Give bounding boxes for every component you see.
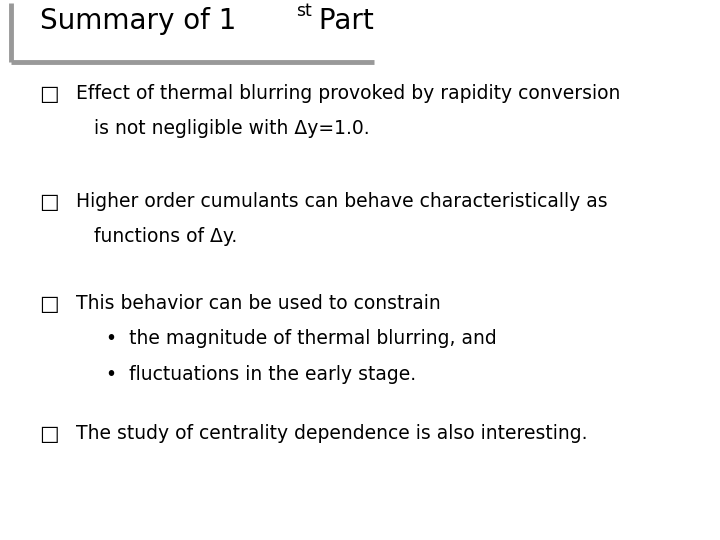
Text: This behavior can be used to constrain: This behavior can be used to constrain — [76, 294, 441, 313]
Text: •  the magnitude of thermal blurring, and: • the magnitude of thermal blurring, and — [76, 329, 496, 348]
Text: st: st — [296, 2, 312, 20]
Text: Part: Part — [310, 7, 374, 35]
Text: □: □ — [40, 84, 59, 104]
Text: □: □ — [40, 424, 59, 444]
Text: Higher order cumulants can behave characteristically as: Higher order cumulants can behave charac… — [76, 192, 607, 211]
Text: functions of Δy.: functions of Δy. — [76, 227, 237, 246]
Text: The study of centrality dependence is also interesting.: The study of centrality dependence is al… — [76, 424, 587, 443]
Text: □: □ — [40, 192, 59, 212]
Text: is not negligible with Δy=1.0.: is not negligible with Δy=1.0. — [76, 119, 369, 138]
Text: •  fluctuations in the early stage.: • fluctuations in the early stage. — [76, 364, 415, 383]
Text: □: □ — [40, 294, 59, 314]
Text: Summary of 1: Summary of 1 — [40, 7, 236, 35]
Text: Effect of thermal blurring provoked by rapidity conversion: Effect of thermal blurring provoked by r… — [76, 84, 620, 103]
